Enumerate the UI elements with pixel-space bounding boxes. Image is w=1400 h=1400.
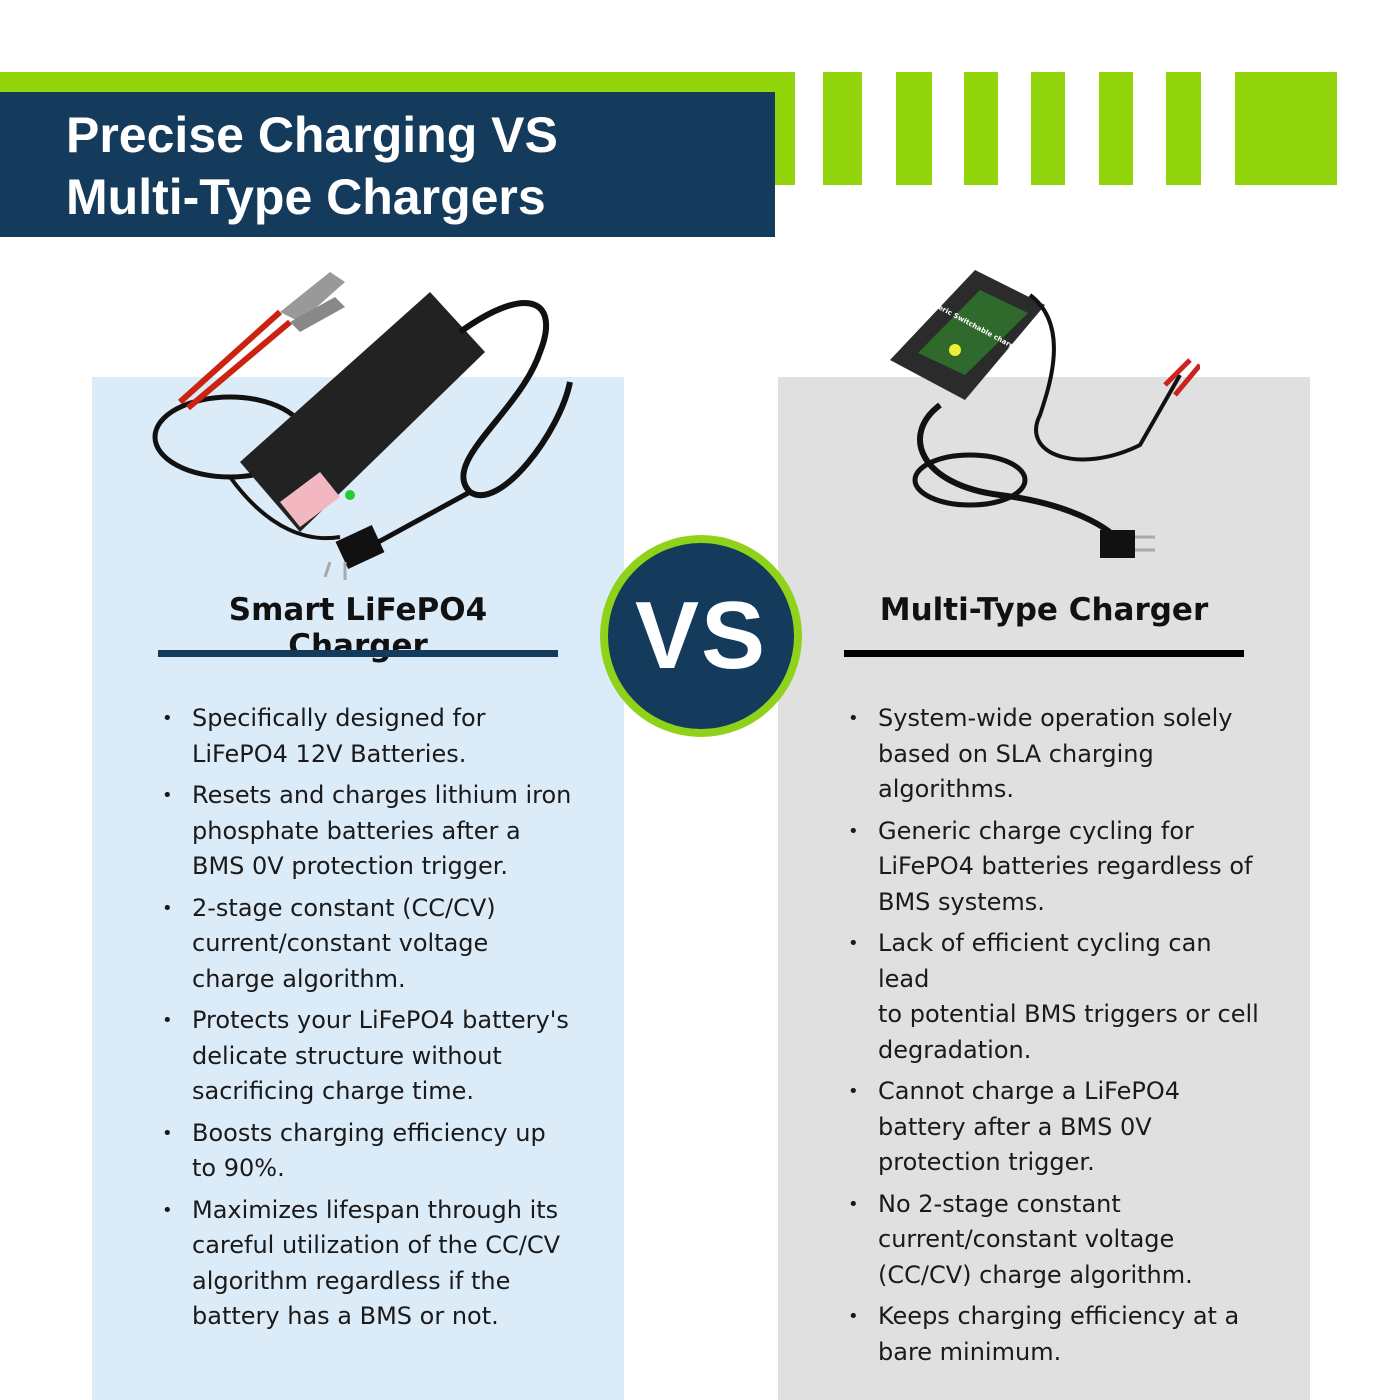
list-item: 2-stage constant (CC/CV) current/constant…	[162, 891, 582, 998]
list-item-line: algorithms.	[878, 775, 1014, 803]
left-title-underline	[158, 650, 558, 657]
list-item: No 2-stage constant current/constant volt…	[848, 1187, 1268, 1294]
right-title-underline	[844, 650, 1244, 657]
list-item-line: to 90%.	[192, 1154, 285, 1182]
list-item-line: current/constant voltage	[878, 1225, 1175, 1253]
stripe	[823, 72, 862, 185]
list-item-line: Maximizes lifespan through its	[192, 1195, 559, 1224]
list-item: Resets and charges lithium iron phosphate…	[162, 778, 582, 885]
list-item-line: Boosts charging efficiency up	[192, 1118, 546, 1147]
list-item: System-wide operation solely based on SLA…	[848, 701, 1268, 808]
left-feature-list: Specifically designed for LiFePO4 12V Bat…	[162, 701, 582, 1341]
stripe	[896, 72, 932, 185]
list-item: Maximizes lifespan through its careful ut…	[162, 1193, 582, 1335]
list-item-line: Lack of efficient cycling can lead	[878, 929, 1212, 993]
list-item: Cannot charge a LiFePO4 battery after a B…	[848, 1074, 1268, 1181]
list-item-line: 2-stage constant (CC/CV)	[192, 893, 496, 922]
list-item-line: LiFePO4 12V Batteries.	[192, 739, 467, 768]
list-item: Generic charge cycling for LiFePO4 batter…	[848, 814, 1268, 921]
stripe	[1235, 72, 1337, 185]
list-item-line: BMS 0V protection trigger.	[192, 852, 509, 880]
stripe	[964, 72, 998, 185]
list-item-line: (CC/CV) charge algorithm.	[878, 1260, 1193, 1289]
list-item-line: based on SLA charging	[878, 739, 1154, 768]
list-item-line: bare minimum.	[878, 1337, 1062, 1366]
stripe	[1166, 72, 1201, 185]
list-item-line: No 2-stage constant	[878, 1189, 1121, 1218]
list-item: Specifically designed for LiFePO4 12V Bat…	[162, 701, 582, 772]
generic-charger-image: Generic Switchable charger	[890, 270, 1200, 558]
page-title: Precise Charging VS Multi-Type Chargers	[66, 104, 558, 228]
list-item-line: Cannot charge a LiFePO4	[878, 1077, 1181, 1105]
list-item-line: BMS systems.	[878, 887, 1045, 916]
list-item: Keeps charging efficiency at a bare minim…	[848, 1299, 1268, 1370]
list-item-line: current/constant voltage	[192, 929, 489, 957]
stripe	[1031, 72, 1065, 185]
list-item: Lack of efficient cycling can lead to pot…	[848, 926, 1268, 1068]
list-item-line: careful utilization of the CC/CV	[192, 1231, 561, 1259]
list-item-line: Keeps charging efficiency at a	[878, 1302, 1240, 1330]
list-item: Protects your LiFePO4 battery's delicate …	[162, 1003, 582, 1110]
left-title: Smart LiFePO4 Charger	[228, 592, 488, 664]
title-line-1: Precise Charging VS	[66, 107, 558, 163]
list-item-line: algorithm regardless if the	[192, 1266, 511, 1295]
list-item-line: Resets and charges lithium iron	[192, 781, 572, 809]
list-item-line: delicate structure without	[192, 1041, 502, 1070]
list-item: Boosts charging efficiency up to 90%.	[162, 1116, 582, 1187]
list-item-line: to potential BMS triggers or cell	[878, 1000, 1259, 1028]
list-item-line: battery has a BMS or not.	[192, 1302, 499, 1330]
list-item-line: protection trigger.	[878, 1148, 1095, 1176]
list-item-line: sacrificing charge time.	[192, 1077, 475, 1105]
right-feature-list: System-wide operation solely based on SLA…	[848, 701, 1268, 1376]
list-item-line: Protects your LiFePO4 battery's	[192, 1006, 569, 1034]
title-line-2: Multi-Type Chargers	[66, 169, 546, 225]
right-title: Multi-Type Charger	[879, 592, 1209, 628]
stripe	[1099, 72, 1133, 185]
list-item-line: LiFePO4 batteries regardless of	[878, 852, 1253, 880]
list-item-line: Generic charge cycling for	[878, 816, 1194, 845]
list-item-line: Specifically designed for	[192, 704, 486, 732]
list-item-line: charge algorithm.	[192, 964, 406, 993]
title-box	[0, 92, 775, 237]
list-item-line: battery after a BMS 0V	[878, 1112, 1152, 1141]
list-item-line: System-wide operation solely	[878, 704, 1233, 732]
list-item-line: degradation.	[878, 1035, 1032, 1064]
smart-charger-image	[152, 272, 573, 580]
list-item-line: phosphate batteries after a	[192, 816, 521, 845]
vs-badge: VS	[600, 535, 802, 737]
